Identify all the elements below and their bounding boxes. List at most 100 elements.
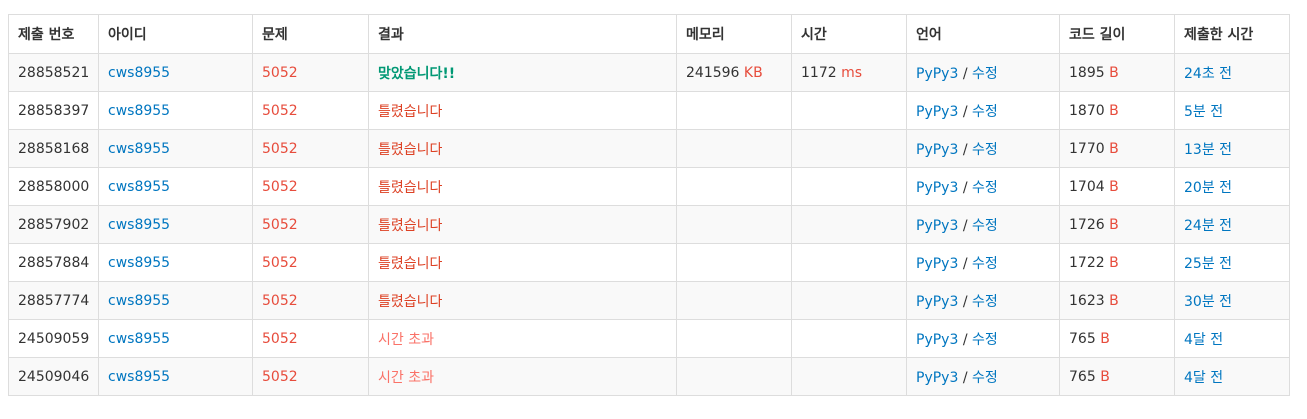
submission-id-text: 24509059 bbox=[18, 330, 90, 347]
submitted-time-link[interactable]: 4달 전 bbox=[1184, 331, 1224, 348]
problem-link[interactable]: 5052 bbox=[262, 254, 298, 271]
edit-link[interactable]: 수정 bbox=[972, 65, 998, 82]
user-id-link[interactable]: cws8955 bbox=[108, 216, 171, 233]
language-link[interactable]: PyPy3 bbox=[916, 141, 959, 158]
result-status: 틀렸습니다 bbox=[378, 293, 443, 310]
submitted-time-link[interactable]: 5분 전 bbox=[1184, 103, 1224, 120]
time-cell: 1172 ms bbox=[791, 53, 907, 92]
table-row: 28858168 cws8955 5052 틀렸습니다 PyPy3 / 수정 1770 B… bbox=[8, 129, 1290, 168]
time-cell bbox=[791, 129, 907, 168]
language-cell: PyPy3 / 수정 bbox=[906, 167, 1060, 206]
edit-link[interactable]: 수정 bbox=[972, 331, 998, 348]
submitted-time-link[interactable]: 13분 전 bbox=[1184, 141, 1233, 158]
language-link[interactable]: PyPy3 bbox=[916, 103, 959, 120]
submitted-time-link[interactable]: 24분 전 bbox=[1184, 217, 1233, 234]
code-length-value: 1623 bbox=[1069, 292, 1105, 309]
code-length-unit: B bbox=[1109, 102, 1119, 119]
user-id-cell: cws8955 bbox=[98, 281, 253, 320]
problem-link[interactable]: 5052 bbox=[262, 140, 298, 157]
memory-cell bbox=[676, 281, 792, 320]
language-cell: PyPy3 / 수정 bbox=[906, 91, 1060, 130]
edit-link[interactable]: 수정 bbox=[972, 141, 998, 158]
problem-link[interactable]: 5052 bbox=[262, 178, 298, 195]
code-length-cell: 765 B bbox=[1059, 357, 1175, 396]
language-link[interactable]: PyPy3 bbox=[916, 65, 959, 82]
user-id-link[interactable]: cws8955 bbox=[108, 254, 171, 271]
user-id-link[interactable]: cws8955 bbox=[108, 292, 171, 309]
submission-id-text: 28857884 bbox=[18, 254, 90, 271]
submitted-time-link[interactable]: 20분 전 bbox=[1184, 179, 1233, 196]
header-result: 결과 bbox=[368, 14, 677, 54]
language-link[interactable]: PyPy3 bbox=[916, 179, 959, 196]
submitted-time-cell: 25분 전 bbox=[1174, 243, 1290, 282]
result-status: 시간 초과 bbox=[378, 369, 434, 386]
language-separator: / bbox=[962, 255, 968, 272]
submitted-time-link[interactable]: 25분 전 bbox=[1184, 255, 1233, 272]
problem-cell: 5052 bbox=[252, 91, 369, 130]
user-id-link[interactable]: cws8955 bbox=[108, 178, 171, 195]
edit-link[interactable]: 수정 bbox=[972, 217, 998, 234]
language-cell: PyPy3 / 수정 bbox=[906, 243, 1060, 282]
language-separator: / bbox=[962, 217, 968, 234]
result-cell: 틀렸습니다 bbox=[368, 205, 677, 244]
problem-cell: 5052 bbox=[252, 167, 369, 206]
submission-id: 24509059 bbox=[8, 319, 99, 358]
language-link[interactable]: PyPy3 bbox=[916, 293, 959, 310]
header-user-id: 아이디 bbox=[98, 14, 253, 54]
submission-id-text: 28858521 bbox=[18, 64, 90, 81]
language-link[interactable]: PyPy3 bbox=[916, 255, 959, 272]
code-length-value: 1704 bbox=[1069, 178, 1105, 195]
problem-cell: 5052 bbox=[252, 281, 369, 320]
edit-link[interactable]: 수정 bbox=[972, 293, 998, 310]
user-id-link[interactable]: cws8955 bbox=[108, 140, 171, 157]
language-cell: PyPy3 / 수정 bbox=[906, 129, 1060, 168]
result-status: 시간 초과 bbox=[378, 331, 434, 348]
problem-link[interactable]: 5052 bbox=[262, 330, 298, 347]
user-id-link[interactable]: cws8955 bbox=[108, 64, 171, 81]
submitted-time-cell: 24분 전 bbox=[1174, 205, 1290, 244]
code-length-cell: 1722 B bbox=[1059, 243, 1175, 282]
language-separator: / bbox=[962, 65, 968, 82]
language-link[interactable]: PyPy3 bbox=[916, 331, 959, 348]
submission-id-text: 28857902 bbox=[18, 216, 90, 233]
edit-link[interactable]: 수정 bbox=[972, 103, 998, 120]
problem-link[interactable]: 5052 bbox=[262, 368, 298, 385]
problem-link[interactable]: 5052 bbox=[262, 216, 298, 233]
user-id-link[interactable]: cws8955 bbox=[108, 330, 171, 347]
submission-id-text: 28858397 bbox=[18, 102, 90, 119]
result-cell: 시간 초과 bbox=[368, 319, 677, 358]
code-length-value: 1722 bbox=[1069, 254, 1105, 271]
header-submission-id: 제출 번호 bbox=[8, 14, 99, 54]
result-cell: 시간 초과 bbox=[368, 357, 677, 396]
header-time: 시간 bbox=[791, 14, 907, 54]
problem-link[interactable]: 5052 bbox=[262, 64, 298, 81]
edit-link[interactable]: 수정 bbox=[972, 255, 998, 272]
submitted-time-link[interactable]: 30분 전 bbox=[1184, 293, 1233, 310]
user-id-cell: cws8955 bbox=[98, 357, 253, 396]
code-length-cell: 765 B bbox=[1059, 319, 1175, 358]
edit-link[interactable]: 수정 bbox=[972, 369, 998, 386]
result-status: 틀렸습니다 bbox=[378, 103, 443, 120]
submitted-time-link[interactable]: 24초 전 bbox=[1184, 65, 1233, 82]
header-code-length: 코드 길이 bbox=[1059, 14, 1175, 54]
table-row: 28857774 cws8955 5052 틀렸습니다 PyPy3 / 수정 1623 B… bbox=[8, 281, 1290, 320]
user-id-link[interactable]: cws8955 bbox=[108, 102, 171, 119]
submitted-time-link[interactable]: 4달 전 bbox=[1184, 369, 1224, 386]
user-id-link[interactable]: cws8955 bbox=[108, 368, 171, 385]
user-id-cell: cws8955 bbox=[98, 53, 253, 92]
problem-link[interactable]: 5052 bbox=[262, 102, 298, 119]
language-link[interactable]: PyPy3 bbox=[916, 217, 959, 234]
table-row: 28858521 cws8955 5052 맞았습니다!! 241596 KB 1172 … bbox=[8, 53, 1290, 92]
edit-link[interactable]: 수정 bbox=[972, 179, 998, 196]
header-problem: 문제 bbox=[252, 14, 369, 54]
problem-link[interactable]: 5052 bbox=[262, 292, 298, 309]
time-cell bbox=[791, 319, 907, 358]
language-link[interactable]: PyPy3 bbox=[916, 369, 959, 386]
time-cell bbox=[791, 91, 907, 130]
user-id-cell: cws8955 bbox=[98, 243, 253, 282]
code-length-unit: B bbox=[1109, 178, 1119, 195]
submission-id-text: 28857774 bbox=[18, 292, 90, 309]
code-length-cell: 1623 B bbox=[1059, 281, 1175, 320]
memory-cell bbox=[676, 91, 792, 130]
